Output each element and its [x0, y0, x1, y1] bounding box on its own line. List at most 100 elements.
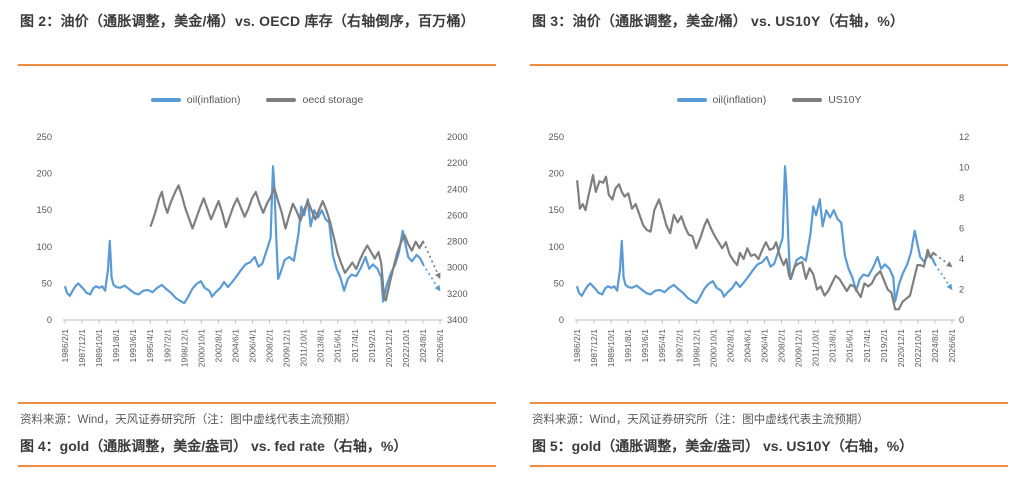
right-axis-tick-label: 6: [959, 224, 964, 234]
x-tick-label: 2009/12/1: [282, 329, 292, 367]
legend-item-oecd-storage: oecd storage: [266, 94, 363, 106]
series-line-us10y: [576, 173, 937, 311]
legend-item-oil: oil(inflation): [150, 94, 241, 106]
figure3-panel: 图 3：油价（通胀调整，美金/桶） vs. US10Y（右轴，%） 1986/2…: [530, 0, 1008, 467]
figure2-footer: 资料来源：Wind，天风证券研究所（注：图中虚线代表主流预期） 图 4：gold…: [18, 402, 496, 467]
x-tick-label: 2026/6/1: [435, 329, 445, 363]
x-tick-label: 2009/12/1: [794, 329, 804, 367]
x-tick-label: 2019/2/1: [879, 329, 889, 363]
us10y-line-swatch: [792, 98, 823, 102]
legend-label-oil: oil(inflation): [712, 94, 767, 106]
right-axis-tick-label: 4: [959, 254, 964, 264]
right-axis-tick-label: 2: [959, 285, 964, 295]
forecast-dashed-line-us10y: [934, 253, 953, 268]
x-tick-label: 2017/4/1: [862, 329, 872, 363]
right-axis-tick-label: 0: [959, 315, 964, 325]
right-axis-tick-label: 3200: [447, 289, 468, 299]
right-axis-tick-label: 2600: [447, 210, 468, 220]
x-tick-label: 2026/6/1: [947, 329, 957, 363]
x-tick-label: 2022/10/1: [913, 329, 923, 367]
x-tick-label: 2008/2/1: [777, 329, 787, 363]
x-tick-label: 1993/6/1: [128, 329, 138, 363]
figure4-title: 图 4：gold（通胀调整，美金/盎司） vs. fed rate（右轴，%）: [20, 438, 408, 454]
x-tick-label: 1987/12/1: [589, 329, 599, 367]
x-tick-label: 2022/10/1: [401, 329, 411, 367]
left-axis-tick-label: 250: [548, 132, 564, 142]
legend-label-us10y: US10Y: [828, 94, 862, 106]
x-tick-label: 2008/2/1: [265, 329, 275, 363]
forecast-dashed-line-oil-inflation-: [934, 263, 953, 291]
x-tick-label: 1991/8/1: [623, 329, 633, 363]
figure3-chart: 1986/2/1 1987/12/1 1989/10/1 1991/8/1 1993/6…: [530, 66, 1008, 402]
x-tick-label: 2024/8/1: [930, 329, 940, 363]
series-line-oil-inflation-: [64, 165, 425, 305]
x-tick-label: 1995/4/1: [145, 329, 155, 363]
oil-line-swatch: [676, 98, 707, 102]
left-axis-tick-label: 0: [559, 315, 564, 325]
legend-item-oil: oil(inflation): [676, 94, 767, 106]
right-axis-tick-label: 3000: [447, 263, 468, 273]
x-tick-label: 2013/8/1: [316, 329, 326, 363]
legend-label-oil: oil(inflation): [186, 94, 241, 106]
oil-line-swatch: [150, 98, 181, 102]
figure2-title: 图 2：油价（通胀调整，美金/桶）vs. OECD 库存（右轴倒序，百万桶）: [18, 0, 496, 66]
legend-label-oecd-storage: oecd storage: [302, 94, 364, 106]
right-axis-tick-label: 2000: [447, 132, 468, 142]
left-axis-tick-label: 100: [548, 242, 564, 252]
x-tick-label: 2002/8/1: [725, 329, 735, 363]
x-tick-label: 2000/10/1: [708, 329, 718, 367]
x-tick-label: 1997/2/1: [674, 329, 684, 363]
x-tick-label: 2011/10/1: [299, 329, 309, 367]
x-tick-label: 2019/2/1: [367, 329, 377, 363]
figure3-plot-svg: 1986/2/1 1987/12/1 1989/10/1 1991/8/1 1993/6…: [548, 132, 969, 367]
x-tick-label: 2006/4/1: [248, 329, 258, 363]
x-tick-label: 1993/6/1: [640, 329, 650, 363]
left-axis-tick-label: 50: [554, 278, 564, 288]
left-axis-tick-label: 0: [47, 315, 52, 325]
left-axis-tick-label: 200: [548, 169, 564, 179]
left-axis-tick-label: 200: [36, 169, 52, 179]
left-axis-tick-label: 250: [36, 132, 52, 142]
x-tick-label: 1998/12/1: [179, 329, 189, 367]
figure2-panel: 图 2：油价（通胀调整，美金/桶）vs. OECD 库存（右轴倒序，百万桶） 1…: [18, 0, 496, 467]
series-line-oil-inflation-: [576, 165, 937, 305]
figure2-legend: oil(inflation) oecd storage: [18, 94, 496, 106]
x-tick-label: 2020/12/1: [896, 329, 906, 367]
left-axis-tick-label: 100: [36, 242, 52, 252]
x-tick-label: 2015/6/1: [845, 329, 855, 363]
x-tick-label: 2015/6/1: [333, 329, 343, 363]
x-tick-label: 2017/4/1: [350, 329, 360, 363]
x-tick-label: 1986/2/1: [60, 329, 70, 363]
source-note: 资料来源：Wind，天风证券研究所（注：图中虚线代表主流预期）: [20, 414, 357, 426]
x-tick-label: 1995/4/1: [657, 329, 667, 363]
right-axis-tick-label: 2800: [447, 237, 468, 247]
source-note: 资料来源：Wind，天风证券研究所（注：图中虚线代表主流预期）: [532, 414, 869, 426]
figure2-plot-svg: 1986/2/1 1987/12/1 1989/10/1 1991/8/1 1993/6…: [36, 132, 468, 367]
right-axis-tick-label: 3400: [447, 315, 468, 325]
left-axis-tick-label: 150: [548, 205, 564, 215]
x-tick-label: 1989/10/1: [94, 329, 104, 367]
x-tick-label: 2020/12/1: [384, 329, 394, 367]
x-tick-label: 2011/10/1: [811, 329, 821, 367]
x-tick-label: 2024/8/1: [418, 329, 428, 363]
x-tick-label: 2002/8/1: [213, 329, 223, 363]
left-axis-tick-label: 50: [42, 278, 52, 288]
x-tick-label: 1987/12/1: [77, 329, 87, 367]
right-axis-tick-label: 10: [959, 163, 969, 173]
legend-item-us10y: US10Y: [792, 94, 861, 106]
forecast-dashed-line-oecd-storage: [422, 241, 441, 280]
oecd-storage-line-swatch: [266, 98, 297, 102]
x-tick-label: 1997/2/1: [162, 329, 172, 363]
x-tick-label: 2004/6/1: [742, 329, 752, 363]
x-tick-label: 1989/10/1: [606, 329, 616, 367]
right-axis-tick-label: 2400: [447, 184, 468, 194]
x-tick-label: 2013/8/1: [828, 329, 838, 363]
series-line-oecd-storage: [149, 184, 425, 302]
x-tick-label: 2006/4/1: [760, 329, 770, 363]
right-axis-tick-label: 12: [959, 132, 969, 142]
figure3-footer: 资料来源：Wind，天风证券研究所（注：图中虚线代表主流预期） 图 5：gold…: [530, 402, 1008, 467]
figure2-chart: 1986/2/1 1987/12/1 1989/10/1 1991/8/1 1993/6…: [18, 66, 496, 402]
right-axis-tick-label: 8: [959, 193, 964, 203]
figure5-title: 图 5：gold（通胀调整，美金/盎司） vs. US10Y（右轴，%）: [532, 438, 914, 454]
x-tick-label: 2004/6/1: [230, 329, 240, 363]
